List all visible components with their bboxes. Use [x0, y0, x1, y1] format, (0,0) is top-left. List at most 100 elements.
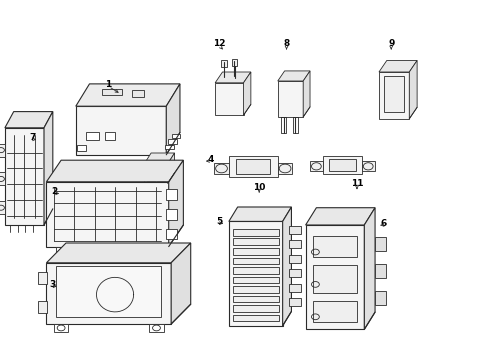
- Bar: [312, 265, 356, 293]
- Bar: [232, 305, 278, 312]
- Polygon shape: [408, 60, 416, 119]
- Bar: [171, 134, 180, 138]
- Polygon shape: [303, 71, 309, 117]
- Polygon shape: [277, 163, 292, 174]
- Polygon shape: [144, 164, 167, 184]
- Polygon shape: [364, 208, 374, 329]
- Bar: [288, 255, 301, 263]
- Bar: [312, 301, 356, 322]
- Bar: [85, 132, 99, 140]
- Polygon shape: [277, 71, 309, 81]
- Bar: [166, 229, 177, 239]
- Bar: [228, 156, 277, 177]
- Bar: [77, 145, 85, 151]
- Bar: [232, 267, 278, 274]
- Bar: [54, 324, 68, 332]
- Polygon shape: [378, 60, 416, 72]
- Text: 6: 6: [380, 219, 386, 228]
- Polygon shape: [378, 72, 408, 119]
- Bar: [149, 324, 163, 332]
- Polygon shape: [5, 112, 53, 128]
- Bar: [140, 247, 155, 255]
- Polygon shape: [171, 243, 190, 324]
- Text: 12: 12: [213, 40, 225, 49]
- Bar: [231, 59, 237, 66]
- Bar: [288, 240, 301, 248]
- Bar: [164, 145, 173, 149]
- Polygon shape: [361, 161, 374, 171]
- Polygon shape: [228, 221, 282, 326]
- Bar: [166, 209, 177, 220]
- Bar: [288, 298, 301, 306]
- Polygon shape: [76, 84, 180, 106]
- Bar: [232, 238, 278, 245]
- Text: 11: 11: [350, 179, 363, 188]
- Polygon shape: [282, 207, 291, 326]
- Bar: [288, 269, 301, 277]
- Bar: [38, 301, 47, 313]
- Bar: [38, 272, 47, 284]
- Bar: [232, 315, 278, 321]
- Polygon shape: [144, 153, 174, 164]
- Bar: [374, 291, 385, 305]
- Polygon shape: [309, 161, 322, 171]
- Text: 4: 4: [206, 154, 213, 163]
- Bar: [56, 266, 161, 317]
- Bar: [157, 171, 164, 181]
- Bar: [105, 132, 115, 140]
- Bar: [383, 76, 404, 112]
- Bar: [102, 89, 122, 95]
- Polygon shape: [0, 201, 5, 214]
- Bar: [232, 296, 278, 302]
- Polygon shape: [305, 208, 374, 225]
- Bar: [84, 247, 100, 255]
- Text: 2: 2: [52, 187, 58, 196]
- Polygon shape: [305, 225, 364, 329]
- Polygon shape: [277, 81, 303, 117]
- Bar: [131, 90, 143, 97]
- Polygon shape: [215, 83, 243, 115]
- Bar: [232, 286, 278, 293]
- Text: 9: 9: [387, 40, 394, 49]
- Bar: [112, 247, 127, 255]
- Bar: [374, 237, 385, 251]
- Bar: [232, 257, 278, 264]
- Polygon shape: [44, 112, 53, 225]
- Polygon shape: [46, 182, 168, 247]
- Bar: [232, 248, 278, 255]
- Polygon shape: [46, 160, 183, 182]
- Bar: [312, 236, 356, 257]
- Polygon shape: [167, 153, 174, 184]
- Bar: [232, 276, 278, 283]
- Polygon shape: [5, 128, 44, 225]
- Polygon shape: [214, 163, 228, 174]
- Bar: [147, 171, 155, 181]
- Polygon shape: [243, 72, 250, 115]
- Bar: [374, 264, 385, 278]
- Bar: [168, 139, 177, 144]
- Polygon shape: [168, 160, 183, 247]
- Bar: [56, 247, 72, 255]
- Bar: [166, 189, 177, 200]
- Bar: [288, 284, 301, 292]
- Bar: [288, 226, 301, 234]
- Bar: [232, 229, 278, 236]
- Text: 3: 3: [49, 280, 55, 289]
- Polygon shape: [166, 84, 180, 155]
- Bar: [328, 159, 355, 171]
- Polygon shape: [0, 144, 5, 157]
- Bar: [236, 159, 270, 174]
- Polygon shape: [46, 243, 190, 263]
- Polygon shape: [76, 106, 166, 155]
- Text: 7: 7: [29, 133, 36, 142]
- Polygon shape: [0, 172, 5, 185]
- Polygon shape: [46, 263, 171, 324]
- Polygon shape: [215, 72, 250, 83]
- Text: 5: 5: [216, 217, 222, 226]
- Text: 1: 1: [105, 80, 111, 89]
- Bar: [221, 60, 226, 67]
- Text: 8: 8: [283, 40, 289, 49]
- Bar: [322, 156, 361, 174]
- Text: 10: 10: [252, 183, 265, 192]
- Polygon shape: [228, 207, 291, 221]
